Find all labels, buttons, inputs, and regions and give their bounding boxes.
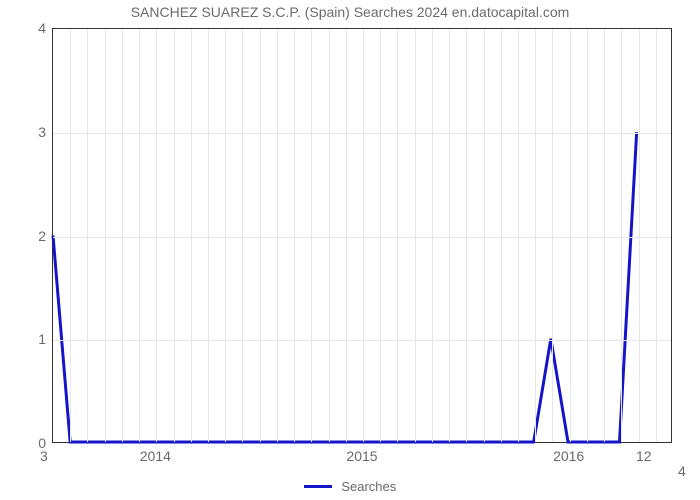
y-tick-label: 1: [16, 331, 46, 347]
gridline-v: [449, 29, 450, 442]
y-tick-label: 0: [16, 435, 46, 451]
gridline-v: [225, 29, 226, 442]
gridline-v: [432, 29, 433, 442]
x-tick-label: 2016: [553, 448, 584, 464]
gridline-v: [656, 29, 657, 442]
gridline-v: [466, 29, 467, 442]
y-tick-label: 4: [16, 20, 46, 36]
corner-label-right-lower: 4: [678, 463, 686, 479]
gridline-h: [53, 340, 671, 341]
corner-label-right-upper: 12: [636, 448, 652, 464]
legend-swatch: [304, 485, 332, 488]
gridline-v: [380, 29, 381, 442]
chart-container: SANCHEZ SUAREZ S.C.P. (Spain) Searches 2…: [0, 0, 700, 500]
gridline-v: [552, 29, 553, 442]
gridline-v: [105, 29, 106, 442]
gridline-v: [484, 29, 485, 442]
plot-area: [52, 28, 672, 443]
gridline-v: [363, 29, 364, 442]
gridline-v: [346, 29, 347, 442]
y-tick-label: 3: [16, 124, 46, 140]
gridline-v: [242, 29, 243, 442]
x-tick-label: 2015: [346, 448, 377, 464]
legend-label: Searches: [341, 479, 396, 494]
gridline-v: [260, 29, 261, 442]
chart-title: SANCHEZ SUAREZ S.C.P. (Spain) Searches 2…: [0, 4, 700, 20]
gridline-v: [191, 29, 192, 442]
gridline-v: [294, 29, 295, 442]
gridline-v: [604, 29, 605, 442]
legend: Searches: [0, 478, 700, 494]
y-tick-label: 2: [16, 228, 46, 244]
gridline-v: [587, 29, 588, 442]
gridline-v: [174, 29, 175, 442]
x-tick-label: 2014: [140, 448, 171, 464]
gridline-v: [156, 29, 157, 442]
line-series: [53, 29, 671, 442]
gridline-v: [501, 29, 502, 442]
gridline-v: [639, 29, 640, 442]
gridline-v: [208, 29, 209, 442]
gridline-v: [70, 29, 71, 442]
gridline-v: [518, 29, 519, 442]
gridline-v: [122, 29, 123, 442]
gridline-v: [397, 29, 398, 442]
gridline-v: [570, 29, 571, 442]
gridline-v: [621, 29, 622, 442]
gridline-v: [139, 29, 140, 442]
gridline-h: [53, 133, 671, 134]
gridline-v: [277, 29, 278, 442]
gridline-v: [329, 29, 330, 442]
gridline-v: [87, 29, 88, 442]
gridline-h: [53, 237, 671, 238]
gridline-v: [415, 29, 416, 442]
gridline-v: [535, 29, 536, 442]
gridline-v: [311, 29, 312, 442]
